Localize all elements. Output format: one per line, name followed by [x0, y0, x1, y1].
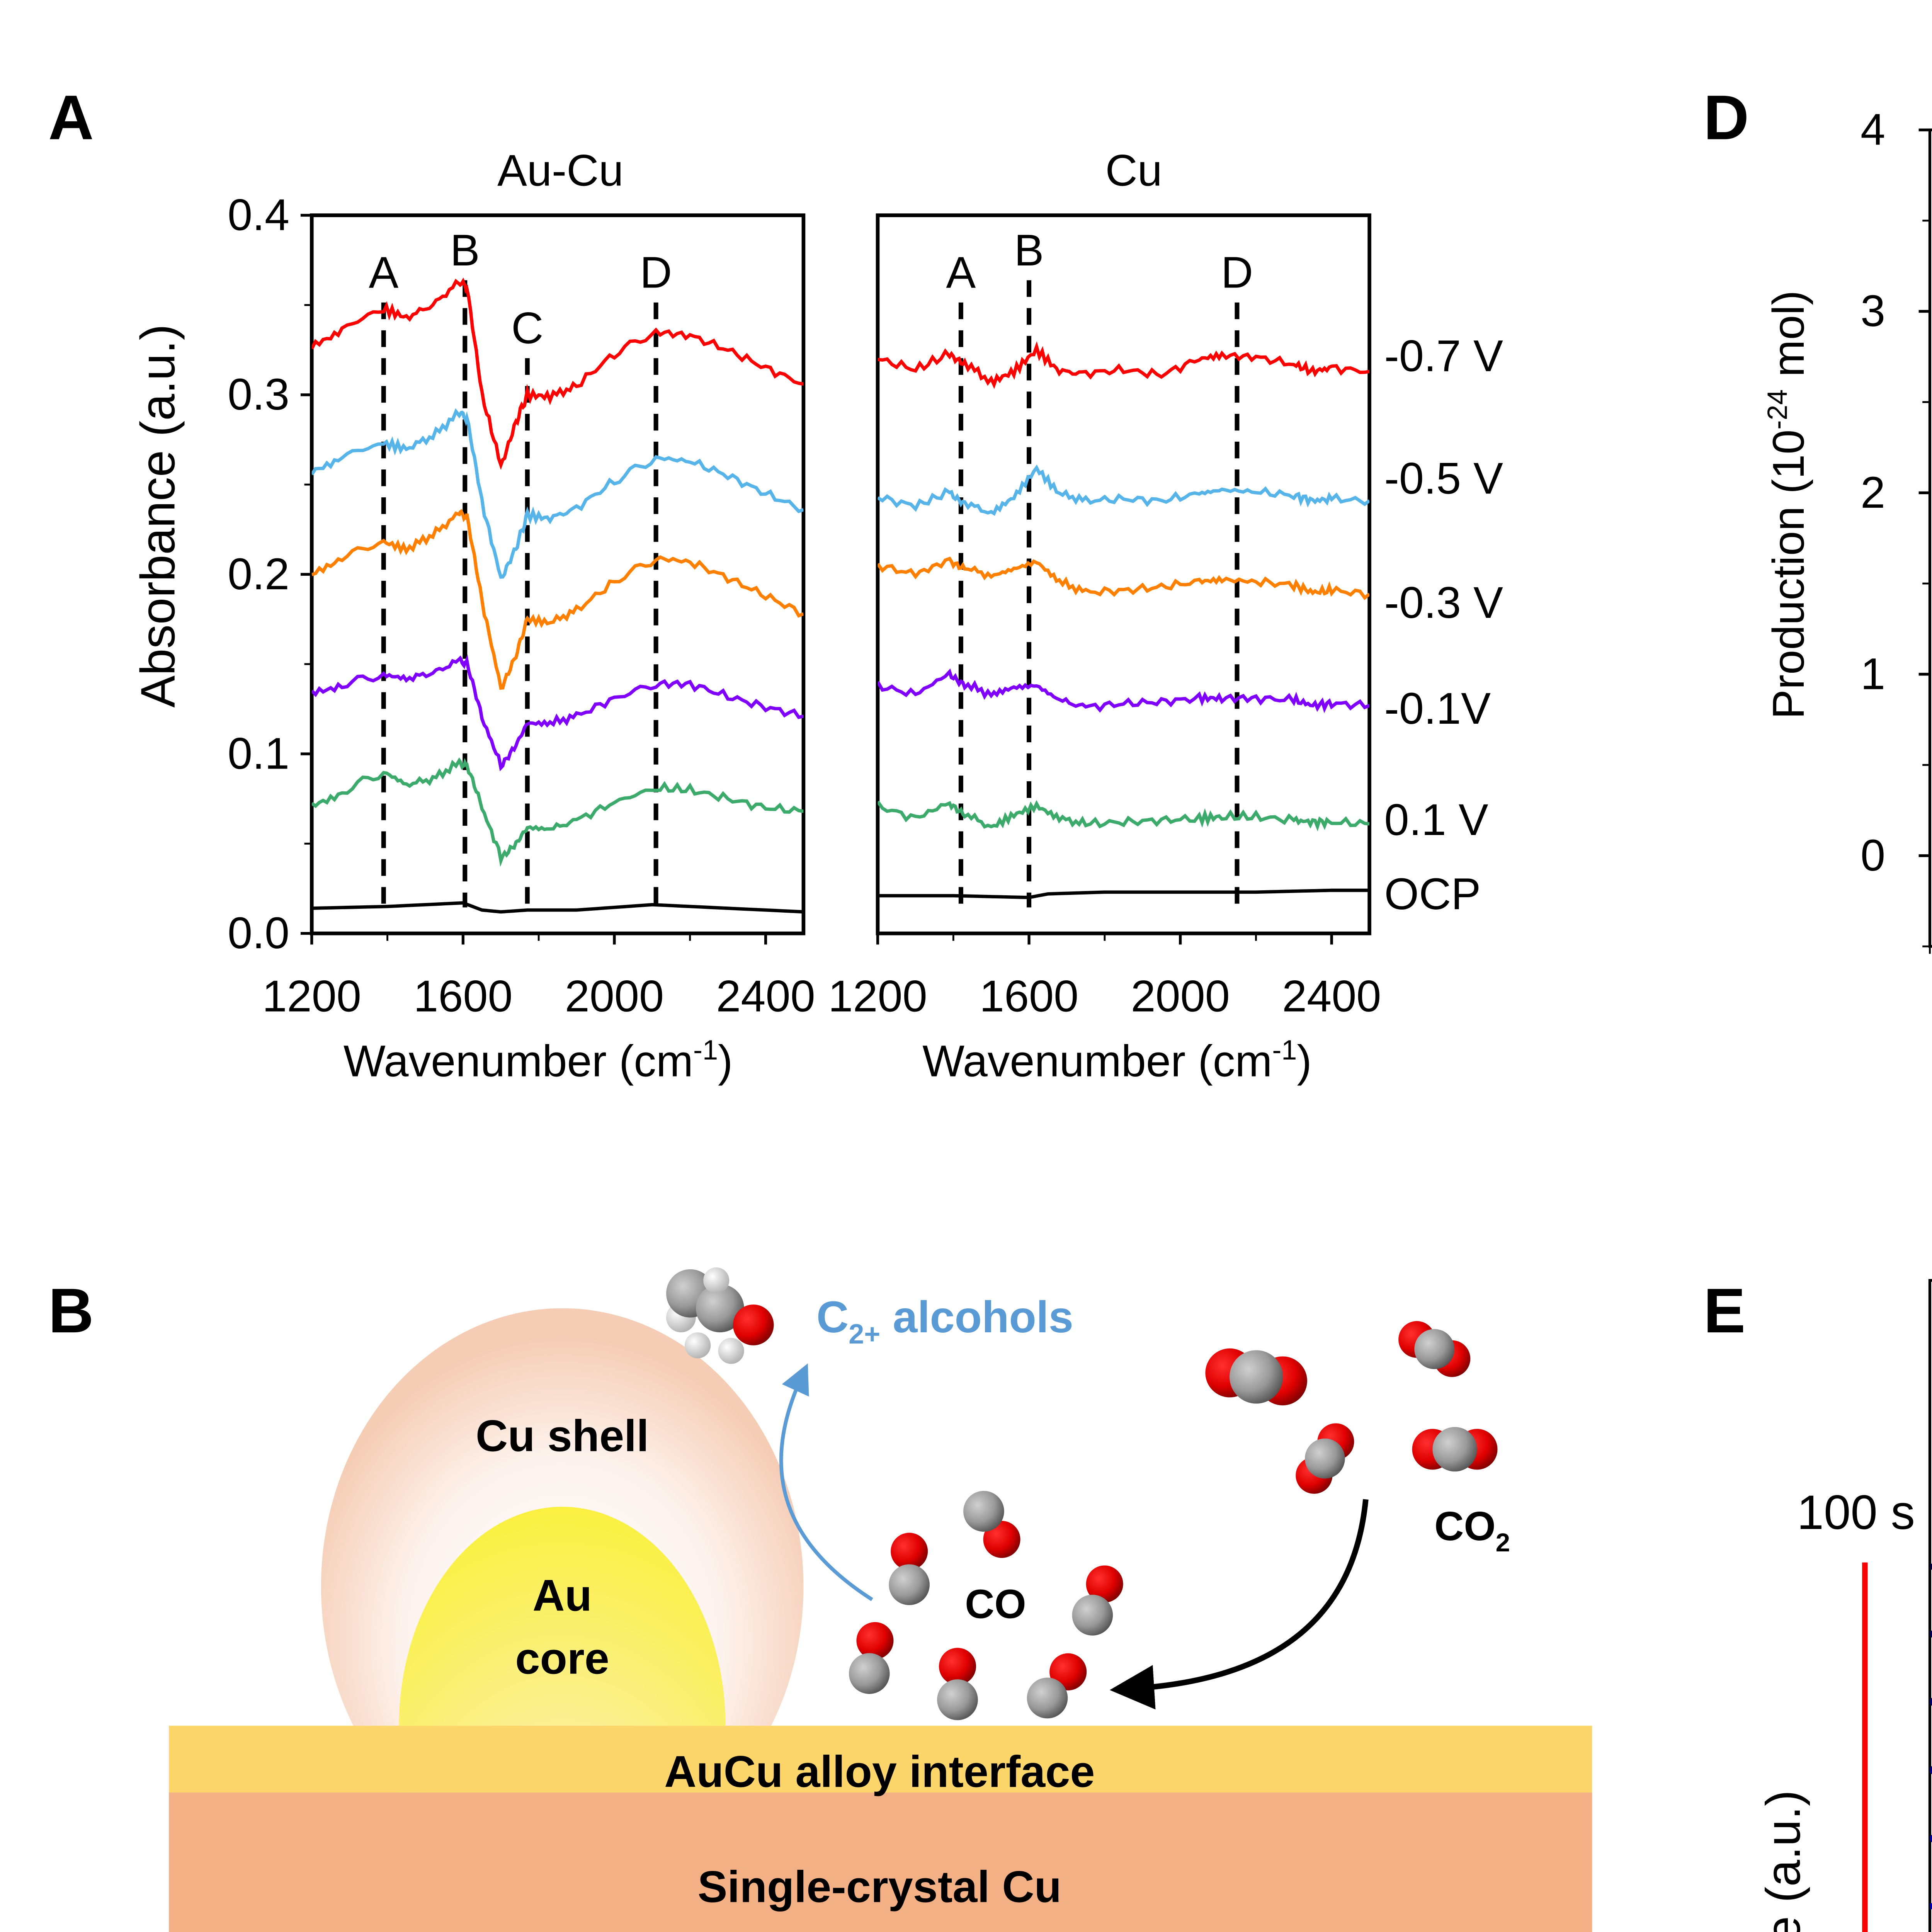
series-label: -0.3 V [1384, 578, 1503, 628]
y-tick-label: 1 [1861, 649, 1885, 699]
plot-frame-e [1928, 1279, 1932, 1932]
series-line--0_5V [878, 464, 1370, 516]
peak-label-c: C [511, 303, 543, 353]
oxygen-atom [891, 1532, 928, 1570]
y-tick-label: 0.4 [228, 190, 289, 240]
x-tick-label: 2000 [565, 971, 664, 1021]
panel-letter-e: E [1704, 1275, 1746, 1346]
carbon-atom [1072, 1595, 1113, 1636]
y-tick-label: 0 [1861, 831, 1885, 880]
carbon-atom [937, 1679, 978, 1720]
series-line--0_7V [311, 277, 804, 470]
peak-label-a: A [946, 248, 976, 297]
au-core-label-2: core [515, 1634, 609, 1684]
peak-label-d: D [1221, 248, 1253, 297]
au-core-label-1: Au [532, 1571, 592, 1620]
carbon-atom [1414, 1329, 1455, 1369]
time-start-label: 100 s [1797, 1486, 1915, 1539]
series-line-OCP [311, 901, 804, 914]
c2-alcohols-label: C2+ alcohols [816, 1293, 1073, 1350]
hydrogen-atom [703, 1267, 730, 1294]
series-label: -0.5 V [1384, 454, 1503, 503]
panel-b: B Cu shell Au core AuCu alloy interface … [48, 1267, 1592, 1932]
y-axis-label-d: Production (10-24 mol) [1762, 290, 1813, 719]
carbon-atom [963, 1491, 1004, 1532]
x-tick-label: 1600 [980, 971, 1078, 1021]
y-tick-label: 2 [1861, 468, 1885, 517]
panel-letter-a: A [48, 82, 94, 153]
co-label: CO [965, 1582, 1026, 1627]
oxygen-atom [856, 1622, 894, 1659]
panel-d: D Production (10-24 mol) Au@Cu cluster s… [1704, 82, 1932, 954]
chart-title-cu: Cu [1105, 146, 1162, 195]
single-crystal-cu-layer [169, 1793, 1592, 1932]
series-line-0_1V [311, 757, 804, 867]
series-line--0_1V [311, 654, 804, 772]
cu-shell-label: Cu shell [476, 1411, 649, 1461]
series-line--0_7V [878, 341, 1370, 389]
x-axis-label-cu: Wavenumber (cm-1) [922, 1035, 1312, 1086]
panel-letter-d: D [1704, 82, 1749, 153]
panel-letter-b: B [48, 1275, 94, 1346]
series-line-OCP [878, 888, 1370, 900]
hydrogen-atom [718, 1338, 744, 1364]
substrate-label: Single-crystal Cu [698, 1862, 1061, 1912]
carbon-atom [1432, 1427, 1477, 1472]
x-tick-label: 2400 [716, 971, 815, 1021]
reduction-arrow [1109, 1499, 1369, 1710]
carbon-atom [849, 1653, 890, 1694]
hydrogen-atom [685, 1332, 711, 1359]
x-axis-label-au-cu: Wavenumber (cm-1) [344, 1035, 733, 1086]
carbon-atom [696, 1284, 744, 1333]
alloy-interface-label: AuCu alloy interface [664, 1747, 1095, 1797]
x-tick-label: 1200 [262, 971, 361, 1021]
carbon-atom [1304, 1438, 1345, 1479]
oxygen-atom [1049, 1653, 1087, 1690]
carbon-atom [1230, 1350, 1283, 1404]
series-line--0_3V [311, 509, 804, 690]
alloy-interface-layer [169, 1726, 1592, 1793]
panel-e: E Absorbance (a.u.) 100 s 1800 s Wavenum… [1704, 1275, 1932, 1932]
x-tick-label: 1200 [828, 971, 927, 1021]
peak-label-b: B [450, 226, 480, 275]
oxygen-atom [983, 1520, 1020, 1558]
series-line--0_1V [878, 668, 1370, 713]
peak-label-d: D [640, 248, 672, 297]
product-arrow [779, 1363, 873, 1601]
plot-frame-cu [876, 213, 1371, 935]
series-label: -0.7 V [1384, 332, 1503, 381]
x-tick-label: 2400 [1282, 971, 1381, 1021]
y-tick-label: 0.3 [228, 370, 289, 419]
y-tick-label: 0.1 [228, 729, 289, 778]
oxygen-atom [1086, 1565, 1123, 1603]
y-axis-label-e: Absorbance (a.u.) [1757, 1790, 1810, 1932]
x-tick-label: 2000 [1131, 971, 1230, 1021]
y-tick-label: 4 [1861, 105, 1885, 155]
y-tick-label: 0.0 [228, 908, 289, 958]
series-line--0_5V [311, 408, 804, 579]
series-line-0_1V [878, 800, 1370, 832]
series-line--0_3V [878, 556, 1370, 600]
plot-frame-d [1928, 128, 1932, 948]
oxygen-atom [939, 1648, 976, 1685]
x-tick-label: 1600 [413, 971, 512, 1021]
carbon-atom [889, 1564, 930, 1605]
series-label: -0.1V [1384, 684, 1491, 733]
oxygen-atom [733, 1304, 774, 1345]
panel-a: A Au-Cu Cu Absorbance (a.u.) 1200 1600 200… [48, 82, 1503, 1086]
co2-label: CO2 [1434, 1503, 1510, 1557]
peak-label-a: A [369, 248, 398, 297]
carbon-atom [1027, 1677, 1068, 1719]
y-tick-label: 0.2 [228, 549, 289, 599]
peak-label-b: B [1014, 226, 1044, 275]
y-tick-label: 3 [1861, 286, 1885, 336]
y-axis-label-a: Absorbance (a.u.) [131, 324, 185, 707]
series-label: 0.1 V [1384, 795, 1488, 845]
series-label: OCP [1384, 869, 1481, 919]
chart-title-au-cu: Au-Cu [497, 146, 624, 195]
